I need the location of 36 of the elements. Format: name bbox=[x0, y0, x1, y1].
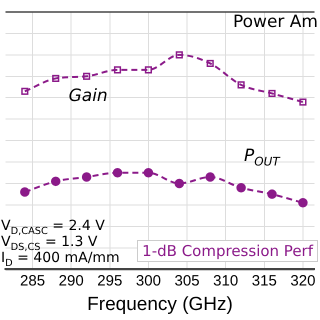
x-tick-label: 315 bbox=[252, 272, 277, 290]
point bbox=[206, 60, 214, 68]
point bbox=[21, 88, 28, 95]
x-axis-title: Frequency (GHz) bbox=[87, 294, 233, 315]
annotation: V$_{DS,CS}$ = 1.3 V bbox=[1, 234, 98, 253]
annotation: V$_{D,CASC}$ = 2.4 V bbox=[1, 218, 105, 237]
x-tick-label: 310 bbox=[213, 272, 238, 290]
x-tick-label: 320 bbox=[290, 272, 316, 290]
annotation: I$_{D}$ = 400 mA/mm bbox=[1, 250, 120, 269]
x-tick-label: 285 bbox=[20, 272, 46, 290]
series-label: P$_{OUT}$ bbox=[244, 146, 280, 169]
x-tick-label: 305 bbox=[174, 272, 200, 290]
point bbox=[144, 66, 152, 74]
point bbox=[20, 187, 30, 197]
point bbox=[144, 168, 154, 178]
x-tick-label: 290 bbox=[58, 272, 84, 290]
point bbox=[298, 198, 308, 208]
text: Power Am bbox=[233, 12, 318, 32]
point bbox=[205, 172, 215, 182]
point bbox=[267, 189, 277, 199]
point bbox=[238, 81, 245, 88]
annotation: 1-dB Compression Perf bbox=[137, 240, 318, 262]
point bbox=[299, 98, 306, 106]
point bbox=[82, 172, 92, 182]
point bbox=[112, 168, 122, 178]
point bbox=[174, 178, 184, 188]
point bbox=[114, 66, 122, 74]
x-tick-label: 295 bbox=[97, 272, 122, 290]
series-label: Gain bbox=[68, 86, 108, 106]
point bbox=[268, 90, 276, 98]
point bbox=[176, 51, 183, 58]
point bbox=[50, 176, 60, 186]
point bbox=[52, 74, 60, 82]
x-tick-label: 300 bbox=[136, 272, 161, 290]
point bbox=[83, 72, 90, 80]
point bbox=[236, 183, 246, 193]
